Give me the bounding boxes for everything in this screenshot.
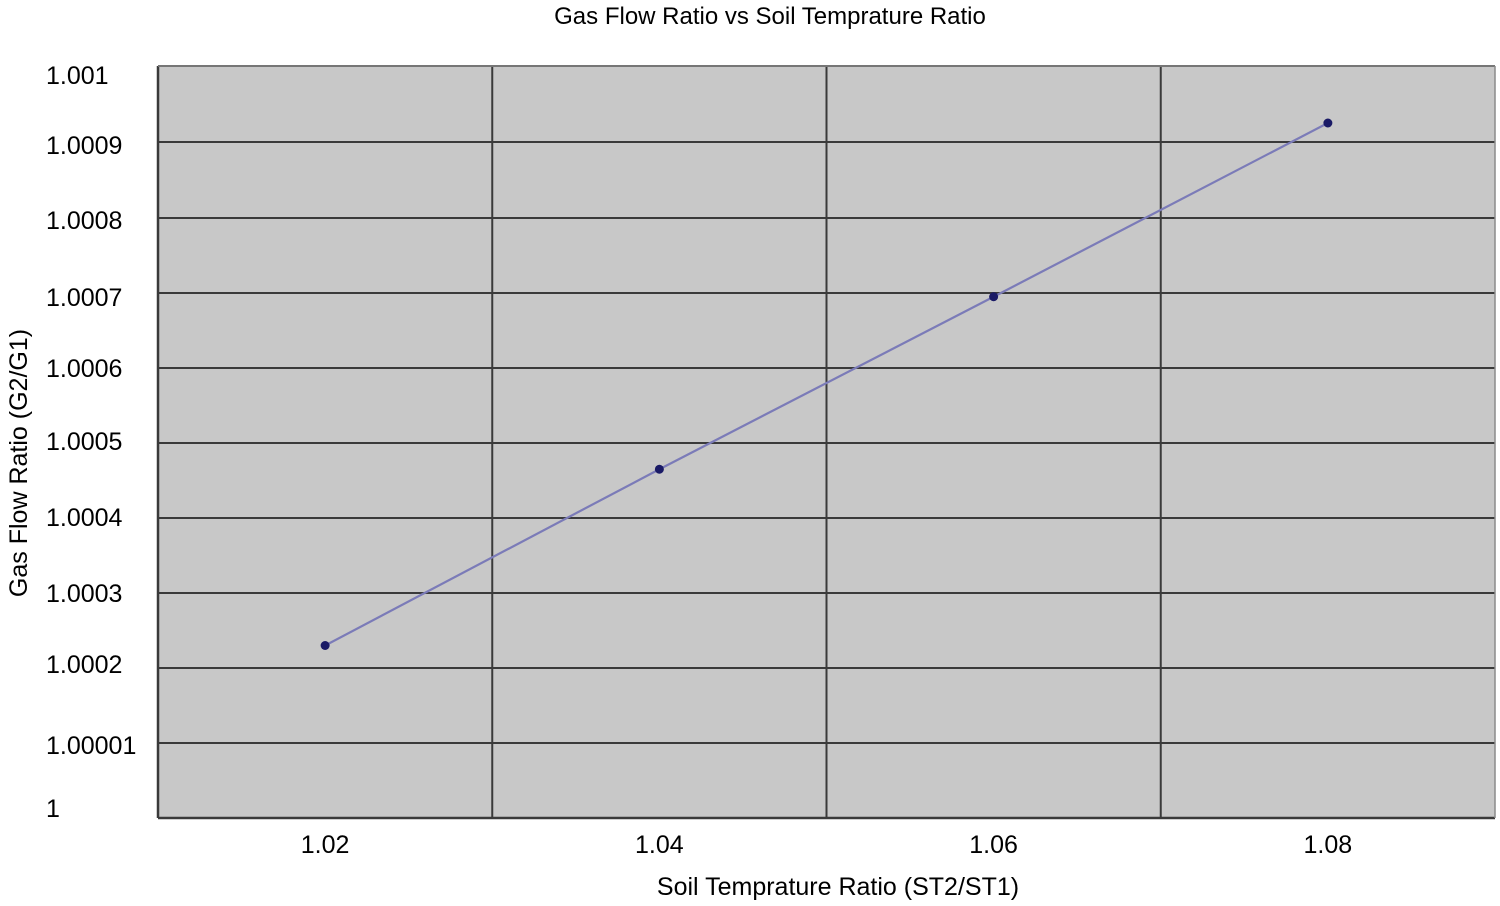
y-tick-label: 1.0003 [46,580,122,608]
y-tick-label: 1.001 [46,62,109,90]
series-line [324,122,1329,647]
data-point [654,464,664,474]
y-tick-label: 1.0008 [46,207,122,235]
y-tick-label: 1.00001 [46,732,136,760]
y-tick-label: 1.0005 [46,428,122,456]
y-tick-labels: 1 1.00001 1.0002 1.0003 1.0004 1.0005 1.0006 1.… [46,62,136,823]
data-point [989,292,999,302]
y-tick-label: 1.0006 [46,355,122,383]
x-tick-label: 1.02 [301,831,350,859]
x-axis-title: Soil Temprature Ratio (ST2/ST1) [657,873,1019,901]
data-point [320,641,330,650]
x-tick-label: 1.04 [635,831,684,859]
x-tick-label: 1.08 [1304,831,1353,859]
y-tick-label: 1.0004 [46,504,123,532]
x-tick-label: 1.06 [969,831,1018,859]
y-tick-label: 1 [46,795,60,823]
gridlines [156,65,1496,820]
y-tick-label: 1.0002 [46,651,122,679]
y-tick-label: 1.0007 [46,284,122,312]
chart-title: Gas Flow Ratio vs Soil Temprature Ratio [554,3,986,30]
x-tick-labels: 1.02 1.04 1.06 1.08 [301,831,1352,859]
data-point [1323,118,1333,128]
y-tick-label: 1.0009 [46,132,122,160]
y-axis-title: Gas Flow Ratio (G2/G1) [5,329,33,597]
series-line-group [320,118,1333,650]
